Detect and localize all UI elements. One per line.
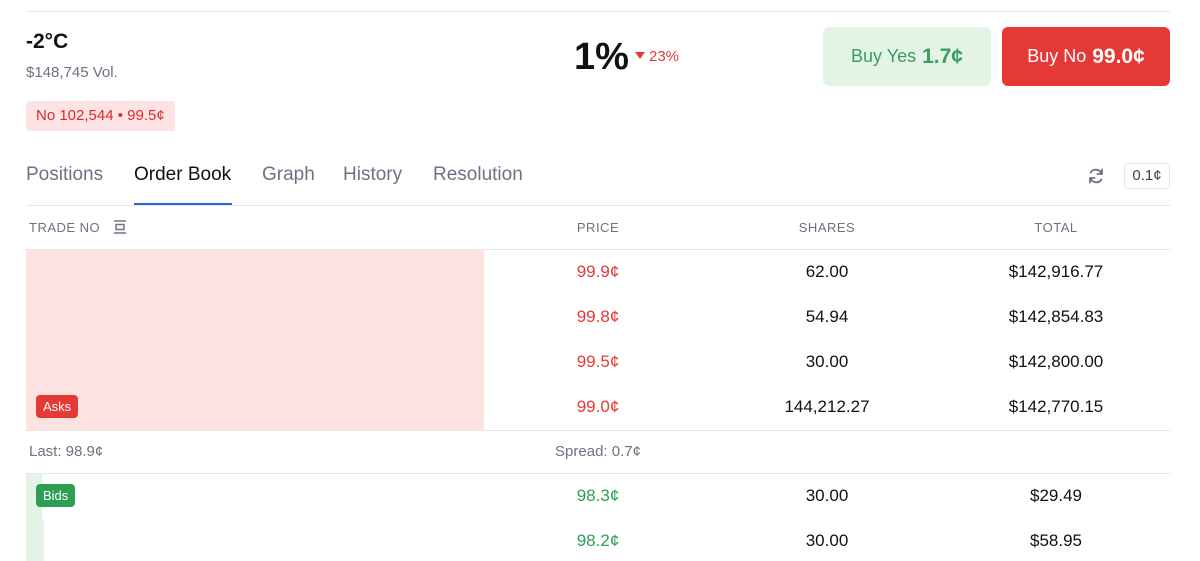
change: 23%	[635, 48, 679, 65]
tab[interactable]: Order Book	[134, 164, 232, 185]
tab[interactable]: History	[343, 164, 403, 185]
column-header: TRADE NO	[29, 220, 101, 235]
divider	[26, 430, 1170, 431]
chance: 1%	[574, 36, 629, 78]
button-price: 1.7¢	[922, 44, 963, 68]
bids-badge: Bids	[36, 484, 76, 507]
toggle-icon[interactable]	[112, 219, 128, 235]
column-header: PRICE	[576, 220, 620, 235]
tab[interactable]: Positions	[26, 164, 104, 185]
tab[interactable]: Resolution	[433, 164, 523, 185]
price: 99.0¢	[576, 397, 620, 416]
total: $58.95	[1030, 531, 1082, 550]
total: $142,800.00	[1008, 352, 1104, 371]
price: 99.8¢	[576, 307, 620, 326]
tab[interactable]: Graph	[262, 164, 315, 185]
refresh-button[interactable]	[1086, 166, 1106, 186]
total: $142,770.15	[1008, 397, 1104, 416]
price: 99.9¢	[576, 262, 620, 281]
button-price: 99.0¢	[1092, 44, 1145, 68]
shares: 30.00	[805, 486, 849, 505]
total: $142,854.83	[1008, 307, 1104, 326]
column-header: TOTAL	[1034, 220, 1078, 235]
price: 98.2¢	[576, 531, 620, 550]
volume: $148,745 Vol.	[26, 64, 118, 81]
position-badge: No 102,544 • 99.5¢	[26, 101, 175, 131]
total: $29.49	[1030, 486, 1082, 505]
spread: Spread: 0.7¢	[555, 443, 641, 460]
asks-badge: Asks	[36, 395, 79, 418]
tick-size[interactable]: 0.1¢	[1124, 163, 1170, 189]
last-price: Last: 98.9¢	[29, 443, 104, 460]
divider	[26, 205, 1170, 206]
tab-underline	[134, 203, 232, 205]
button-label: Buy No	[1027, 46, 1087, 66]
asks-depth	[26, 250, 484, 430]
price: 98.3¢	[576, 486, 620, 505]
total: $142,916.77	[1008, 262, 1104, 281]
buy-yes-button[interactable]: Buy Yes 1.7¢	[823, 27, 991, 86]
buy-no-button[interactable]: Buy No 99.0¢	[1002, 27, 1170, 86]
shares: 54.94	[805, 307, 849, 326]
divider	[26, 11, 1170, 12]
bids-depth	[26, 519, 44, 561]
shares: 144,212.27	[784, 397, 870, 416]
divider	[26, 473, 1170, 474]
button-label: Buy Yes	[851, 46, 917, 66]
shares: 30.00	[805, 352, 849, 371]
divider	[26, 249, 1170, 250]
market-title: -2°C	[26, 30, 69, 53]
shares: 62.00	[805, 262, 849, 281]
price: 99.5¢	[576, 352, 620, 371]
column-header: SHARES	[798, 220, 856, 235]
shares: 30.00	[805, 531, 849, 550]
